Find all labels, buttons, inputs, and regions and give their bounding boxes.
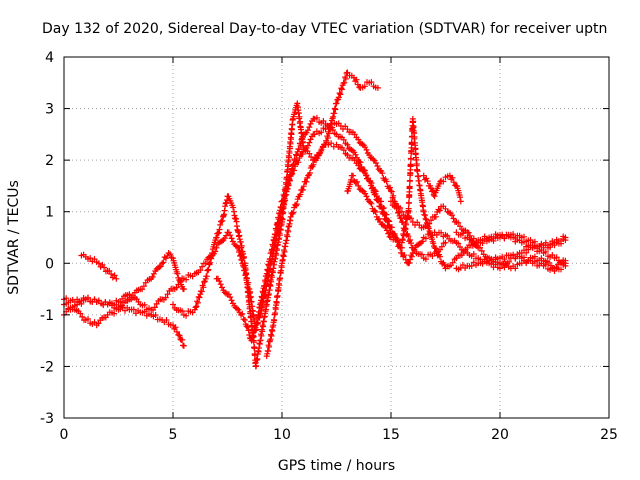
x-tick-label: 25 xyxy=(600,427,618,443)
x-axis-label: GPS time / hours xyxy=(278,458,395,474)
y-tick-label: -2 xyxy=(40,359,54,375)
data-point-markers xyxy=(170,69,381,370)
series-arc-8 xyxy=(420,172,464,205)
y-axis-label: SDTVAR / TECUs xyxy=(6,180,22,295)
series-arc-5 xyxy=(170,69,381,370)
chart-title: Day 132 of 2020, Sidereal Day-to-day VTE… xyxy=(42,21,607,37)
y-tick-label: -1 xyxy=(40,308,54,324)
y-tick-label: -3 xyxy=(40,411,54,427)
x-tick-label: 15 xyxy=(382,427,400,443)
data-point-markers xyxy=(388,198,569,272)
grid xyxy=(64,57,609,418)
x-tick-label: 5 xyxy=(169,427,178,443)
data-point-markers xyxy=(453,251,569,274)
series-arc-12 xyxy=(263,140,405,360)
y-tick-label: 0 xyxy=(45,256,54,272)
y-tick-label: 2 xyxy=(45,153,54,169)
x-tick-label: 20 xyxy=(491,427,509,443)
y-tick-label: 3 xyxy=(45,102,54,118)
data-point-markers xyxy=(61,250,187,329)
data-point-markers xyxy=(453,229,569,251)
data-point-markers xyxy=(78,251,120,282)
y-tick-label: 1 xyxy=(45,205,54,221)
series-arc-11 xyxy=(453,251,569,274)
plot-frame xyxy=(63,56,610,419)
axis-ticks: 0 5 10 15 20 25 -3 -2 -1 0 1 2 3 4 xyxy=(40,50,618,443)
data-point-markers xyxy=(420,172,464,205)
series-arc-9 xyxy=(388,198,569,272)
y-tick-label: 4 xyxy=(45,50,54,66)
x-tick-label: 0 xyxy=(60,427,69,443)
series-arc-1 xyxy=(61,250,187,329)
series-arc-4 xyxy=(78,251,120,282)
plot-area xyxy=(61,69,569,370)
data-point-markers xyxy=(263,140,405,360)
x-tick-label: 10 xyxy=(273,427,291,443)
series-arc-10 xyxy=(453,229,569,251)
